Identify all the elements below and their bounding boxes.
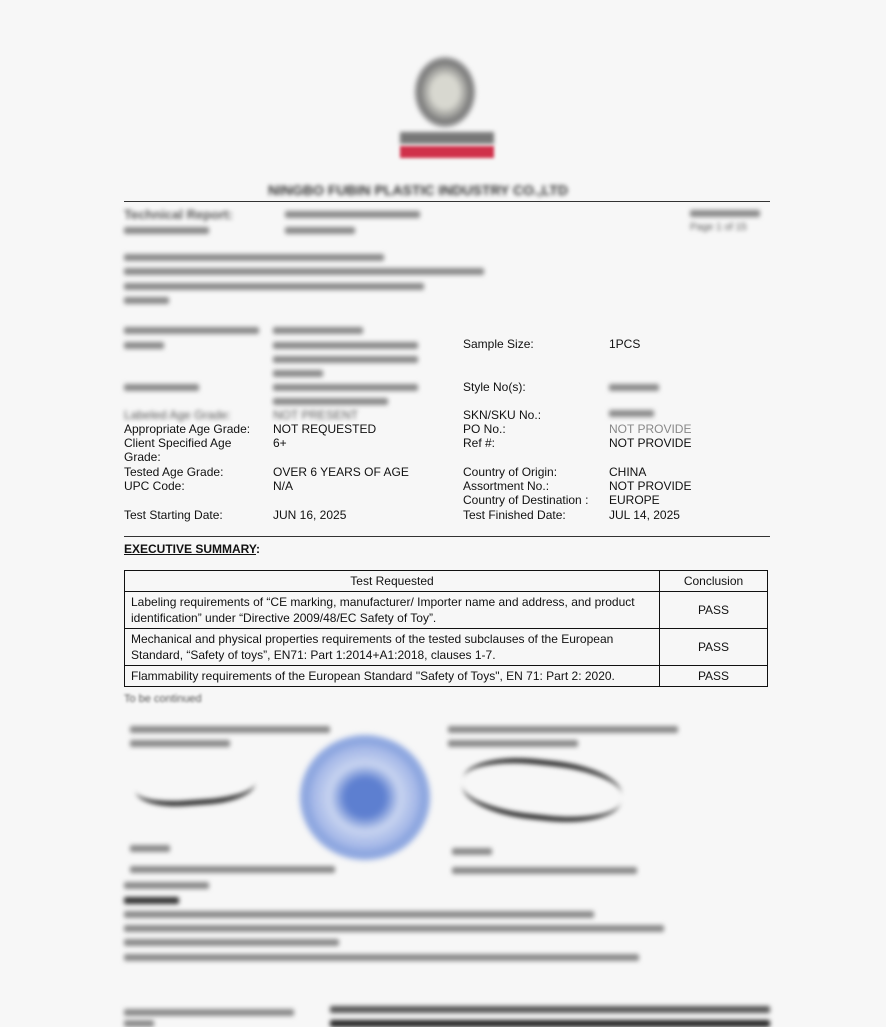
detail-label: Labeled Age Grade: <box>124 408 231 422</box>
detail-label: UPC Code: <box>124 479 185 493</box>
column-header: Conclusion <box>659 570 768 592</box>
detail-value: EUROPE <box>609 493 660 507</box>
summary-title-text: EXECUTIVE SUMMARY <box>124 542 257 556</box>
signature-right <box>459 751 625 829</box>
continued-note: To be continued <box>124 693 202 705</box>
detail-value: NOT REQUESTED <box>273 422 377 436</box>
detail-label: Country of Destination : <box>463 493 589 507</box>
table-header: Test Requested Conclusion <box>124 570 768 592</box>
detail-value: NOT PRESENT <box>273 408 359 422</box>
table-row: Flammability requirements of the Europea… <box>124 665 768 687</box>
detail-label: PO No.: <box>463 422 506 436</box>
test-cell: Labeling requirements of “CE marking, ma… <box>124 591 660 629</box>
column-header: Test Requested <box>124 570 660 592</box>
signature-left <box>133 755 257 810</box>
detail-value: 6+ <box>273 436 287 450</box>
table-row: Mechanical and physical properties requi… <box>124 628 768 666</box>
detail-label: Test Finished Date: <box>463 508 566 522</box>
result-cell: PASS <box>659 628 768 666</box>
logo <box>400 52 500 167</box>
company-name: NINGBO FUBIN PLASTIC INDUSTRY CO.,LTD <box>268 182 568 198</box>
result-cell: PASS <box>659 665 768 687</box>
table-row: Labeling requirements of “CE marking, ma… <box>124 591 768 629</box>
detail-value: NOT PROVIDE <box>609 422 692 436</box>
official-stamp <box>300 735 430 860</box>
detail-value: NOT PROVIDE <box>609 479 692 493</box>
detail-label: Assortment No.: <box>463 479 550 493</box>
summary-title: EXECUTIVE SUMMARY: <box>124 542 260 556</box>
header-rule <box>124 201 770 202</box>
detail-label: Appropriate Age Grade: <box>124 422 251 436</box>
report-label: Technical Report: <box>124 207 233 222</box>
section-rule <box>124 536 770 537</box>
test-cell: Flammability requirements of the Europea… <box>124 665 660 687</box>
summary-title-colon: : <box>256 542 261 556</box>
result-cell: PASS <box>659 591 768 629</box>
detail-value: CHINA <box>609 465 647 479</box>
detail-value: JUN 16, 2025 <box>273 508 347 522</box>
detail-label: Sample Size: <box>463 337 534 351</box>
detail-value: NOT PROVIDE <box>609 436 692 450</box>
detail-label: Style No(s): <box>463 380 526 394</box>
detail-value: OVER 6 YEARS OF AGE <box>273 465 409 479</box>
report-page: Page 1 of 15 <box>690 222 747 233</box>
test-cell: Mechanical and physical properties requi… <box>124 628 660 666</box>
summary-table: Test Requested Conclusion Labeling requir… <box>124 570 768 687</box>
detail-label: Test Starting Date: <box>124 508 223 522</box>
detail-label: SKN/SKU No.: <box>463 408 542 422</box>
detail-value: 1PCS <box>609 337 641 351</box>
detail-value: N/A <box>273 479 294 493</box>
detail-label: Ref #: <box>463 436 496 450</box>
detail-label: Client Specified Age Grade: <box>124 436 232 464</box>
detail-value: JUL 14, 2025 <box>609 508 680 522</box>
detail-label: Tested Age Grade: <box>124 465 224 479</box>
detail-label: Country of Origin: <box>463 465 558 479</box>
